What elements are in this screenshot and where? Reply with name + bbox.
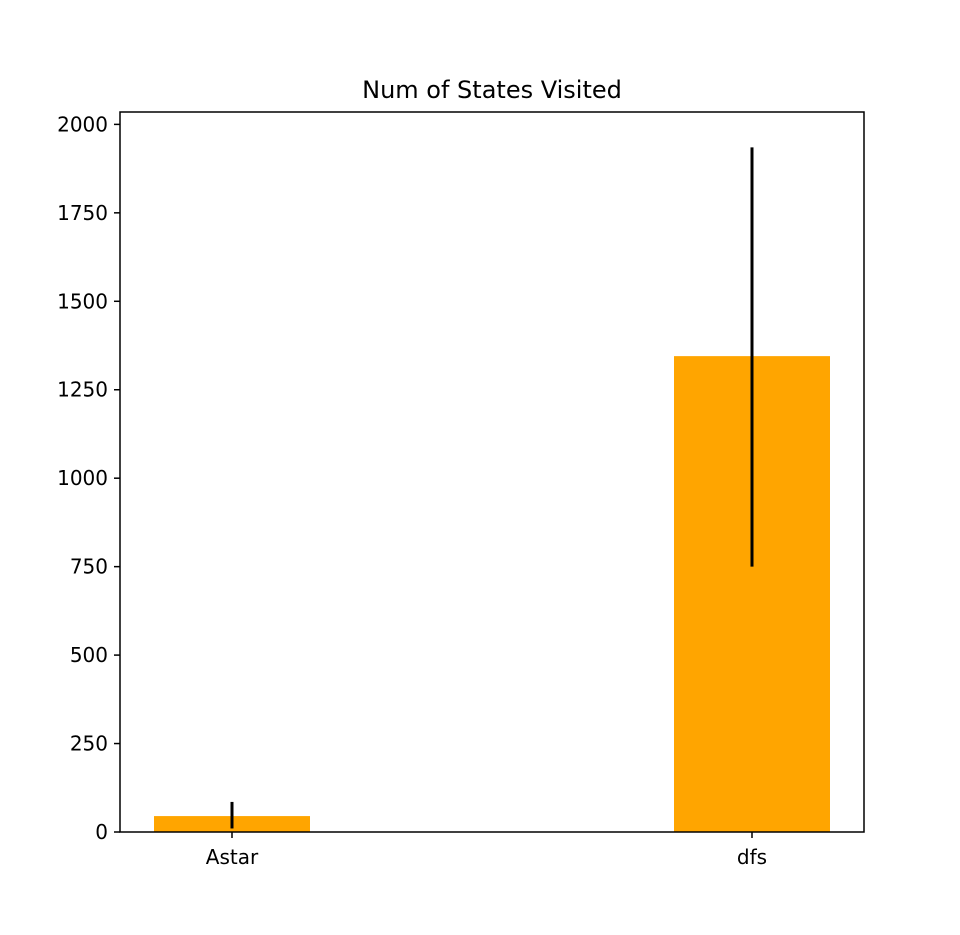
errorbars-group [230, 147, 754, 829]
bars-group [154, 356, 830, 832]
y-tick-label: 250 [70, 732, 108, 756]
x-tick-label: Astar [206, 845, 259, 869]
y-tick-label: 0 [95, 820, 108, 844]
x-tick-label: dfs [737, 845, 767, 869]
y-tick-label: 500 [70, 643, 108, 667]
y-axis: 0 250 500 750 1000 1250 1500 1750 2000 [57, 112, 120, 844]
y-tick-label: 1750 [57, 201, 108, 225]
x-axis: Astar dfs [206, 832, 767, 869]
chart-title: Num of States Visited [362, 76, 622, 104]
y-tick-label: 1250 [57, 378, 108, 402]
y-tick-label: 1000 [57, 466, 108, 490]
plot-frame [119, 111, 865, 833]
y-tick-label: 750 [70, 555, 108, 579]
y-tick-label: 2000 [57, 112, 108, 136]
y-tick-label: 1500 [57, 289, 108, 313]
